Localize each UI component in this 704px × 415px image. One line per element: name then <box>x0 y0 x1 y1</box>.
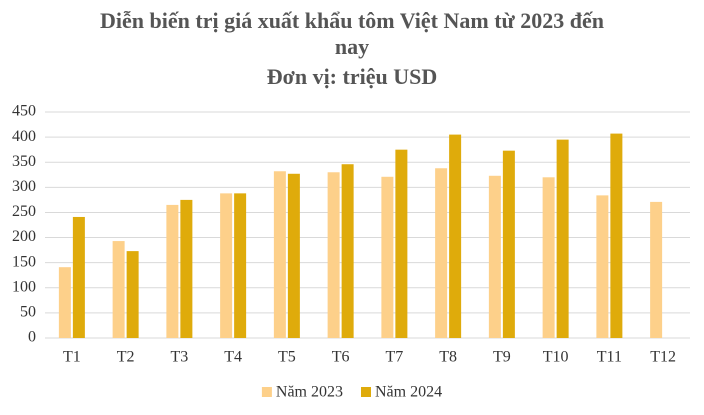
bar <box>58 267 71 338</box>
y-tick-label: 100 <box>12 278 36 295</box>
bar <box>126 251 139 338</box>
bar <box>72 216 85 338</box>
legend-label: Năm 2023 <box>276 384 343 401</box>
y-tick-label: 350 <box>12 153 36 170</box>
x-tick-label: T5 <box>278 349 296 366</box>
y-tick-label: 400 <box>12 128 36 145</box>
bar <box>341 164 354 338</box>
bar <box>542 177 555 338</box>
bar <box>435 168 448 338</box>
bar <box>287 173 300 338</box>
bar <box>327 172 340 338</box>
x-tick-label: T8 <box>439 349 457 366</box>
y-tick-label: 250 <box>12 203 36 220</box>
bar <box>112 241 125 338</box>
bar <box>449 134 462 338</box>
legend-swatch <box>361 387 371 397</box>
x-tick-label: T12 <box>650 349 676 366</box>
x-tick-label: T9 <box>493 349 511 366</box>
y-tick-label: 150 <box>12 253 36 270</box>
chart-title: Diễn biến trị giá xuất khẩu tôm Việt Nam… <box>100 8 604 59</box>
bar <box>650 201 663 338</box>
bar <box>381 176 394 338</box>
bar <box>166 204 179 338</box>
bar <box>610 133 623 338</box>
bar <box>596 195 609 338</box>
y-tick-label: 50 <box>20 304 36 321</box>
y-tick-label: 450 <box>12 103 36 120</box>
y-tick-label: 0 <box>28 329 36 346</box>
x-tick-label: T3 <box>170 349 188 366</box>
bar <box>556 139 569 338</box>
x-tick-label: T2 <box>117 349 135 366</box>
x-tick-label: T11 <box>597 349 622 366</box>
x-tick-label: T1 <box>63 349 81 366</box>
bar <box>273 171 286 338</box>
legend-swatch <box>261 387 272 397</box>
bar <box>502 150 515 338</box>
x-tick-label: T10 <box>543 349 569 366</box>
bar <box>234 193 247 338</box>
x-tick-label: T6 <box>332 349 350 366</box>
legend-label: Năm 2024 <box>375 384 442 401</box>
x-tick-label: T4 <box>224 349 242 366</box>
y-tick-label: 200 <box>12 228 36 245</box>
bar <box>395 149 408 338</box>
y-tick-label: 300 <box>12 178 36 195</box>
chart-subtitle: Đơn vị: triệu USD <box>266 64 438 89</box>
bar <box>488 175 501 338</box>
bar <box>180 199 193 338</box>
x-tick-label: T7 <box>385 349 403 366</box>
bar <box>220 193 233 338</box>
